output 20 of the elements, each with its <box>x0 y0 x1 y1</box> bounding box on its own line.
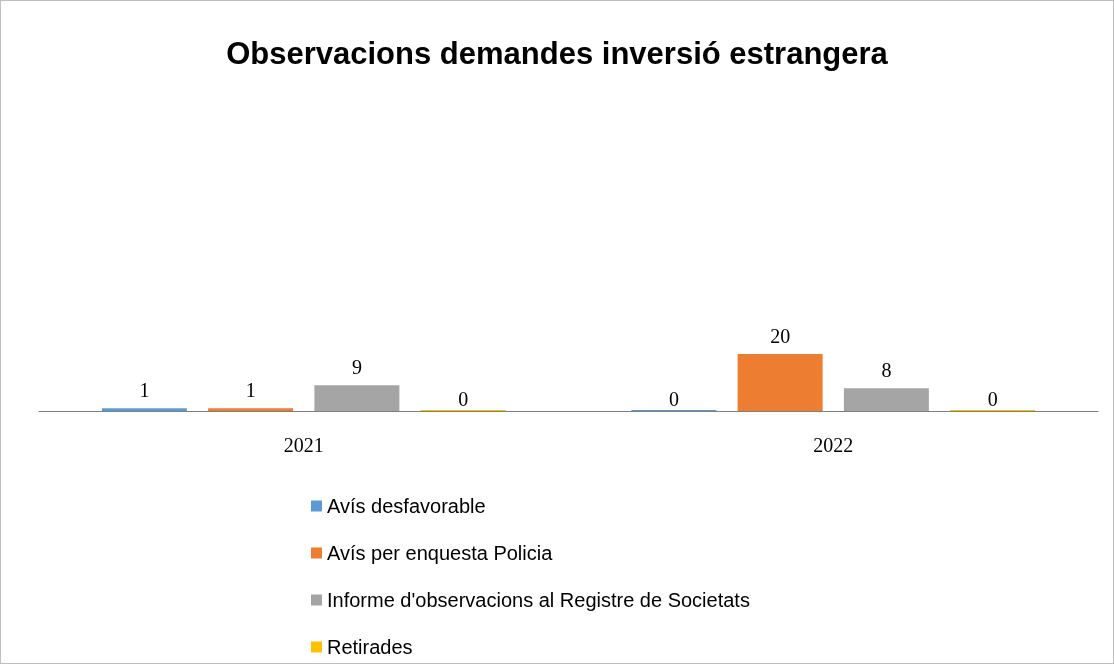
bar <box>208 408 294 411</box>
data-label: 0 <box>458 388 469 410</box>
data-label: 8 <box>881 359 892 382</box>
bar <box>101 408 187 411</box>
data-label: 1 <box>245 379 256 402</box>
bar <box>737 354 823 411</box>
data-label: 20 <box>770 325 791 347</box>
legend-label: Avís desfavorable <box>327 495 486 517</box>
bar <box>843 388 929 411</box>
legend-label: Avís per enquesta Policia <box>327 542 554 564</box>
x-tick-label: 2022 <box>813 434 854 456</box>
legend-label: Retirades <box>327 636 413 658</box>
data-label: 0 <box>987 388 998 410</box>
data-label: 0 <box>668 388 679 410</box>
x-tick-label: 2021 <box>283 434 324 456</box>
chart-title: Observacions demandes inversió estrangera <box>226 36 889 71</box>
data-label: 1 <box>139 379 150 402</box>
legend-label: Informe d'observacions al Registre de Societats <box>327 589 750 611</box>
bar <box>314 385 400 411</box>
data-label: 9 <box>351 356 362 379</box>
